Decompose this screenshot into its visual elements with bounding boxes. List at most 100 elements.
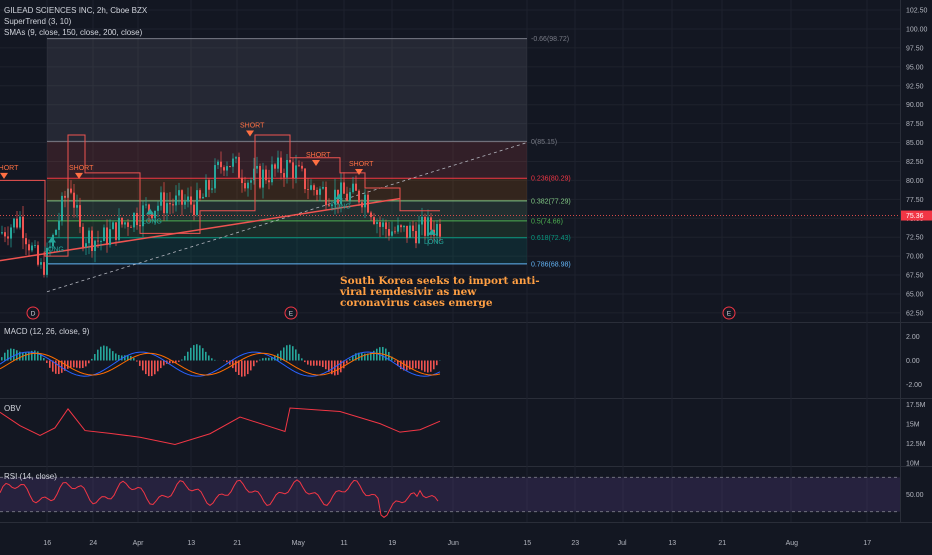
macd-histogram-bar (298, 354, 300, 361)
candle-body (304, 169, 306, 189)
candle-body (82, 227, 84, 247)
candle-body (214, 165, 216, 188)
candle-body (298, 165, 300, 166)
macd-histogram-bar (316, 361, 318, 366)
macd-histogram-bar (199, 345, 201, 360)
macd-histogram-bar (208, 355, 210, 360)
macd-histogram-bar (319, 361, 321, 366)
time-axis-label: Jun (448, 540, 459, 547)
obv-tick-label: 10M (906, 460, 920, 467)
candle-body (100, 241, 102, 242)
rsi-legend[interactable]: RSI (14, close) (4, 472, 57, 481)
fib-level-label: 0.382(77.29) (531, 198, 571, 205)
macd-histogram-bar (79, 361, 81, 369)
candle-body (319, 189, 321, 195)
macd-histogram-bar (268, 358, 270, 361)
time-axis-label: 21 (233, 540, 241, 547)
candle-body (274, 164, 276, 168)
time-axis-label: 16 (43, 540, 51, 547)
smas-legend[interactable]: SMAs (9, close, 150, close, 200, close) (4, 28, 142, 38)
price-tick-label: 70.00 (906, 254, 924, 261)
macd-histogram-bar (193, 345, 195, 360)
macd-histogram-bar (418, 361, 420, 369)
macd-histogram-bar (376, 349, 378, 361)
short-signal-label: SHORT (349, 161, 374, 168)
macd-histogram-bar (163, 361, 165, 366)
macd-histogram-bar (262, 358, 264, 360)
candle-body (127, 222, 129, 227)
macd-histogram-bar (214, 360, 216, 361)
candle-body (22, 217, 24, 238)
candle-body (4, 232, 6, 236)
macd-histogram-bar (178, 361, 180, 362)
candle-body (124, 222, 126, 224)
macd-histogram-bar (322, 361, 324, 368)
candle-body (37, 245, 39, 265)
macd-histogram-bar (112, 351, 114, 360)
macd-histogram-bar (196, 344, 198, 360)
candle-body (340, 182, 342, 203)
short-signal-label: SHORT (69, 165, 94, 172)
candle-body (271, 164, 273, 182)
macd-histogram-bar (94, 354, 96, 360)
time-axis-label: 13 (668, 540, 676, 547)
macd-histogram-bar (346, 361, 348, 364)
macd-histogram-bar (139, 361, 141, 366)
macd-histogram-bar (241, 361, 243, 377)
candle-body (94, 241, 96, 251)
macd-histogram-bar (421, 361, 423, 371)
supertrend-legend[interactable]: SuperTrend (3, 10) (4, 17, 71, 27)
candle-body (43, 262, 45, 275)
macd-histogram-bar (313, 361, 315, 366)
macd-histogram-bar (310, 361, 312, 366)
fib-zone (47, 39, 527, 142)
macd-histogram-bar (4, 353, 6, 361)
macd-histogram-bar (211, 358, 213, 360)
candle-body (223, 167, 225, 170)
price-tick-label: 102.50 (906, 8, 928, 15)
price-tick-label: 95.00 (906, 64, 924, 71)
candle-body (79, 205, 81, 227)
macd-histogram-bar (433, 361, 435, 370)
candle-body (1, 232, 3, 233)
short-signal-label: SHORT (0, 165, 19, 172)
candle-body (358, 191, 360, 203)
candle-body (412, 226, 414, 231)
macd-histogram-bar (238, 361, 240, 375)
candle-body (301, 166, 303, 169)
obv-legend[interactable]: OBV (4, 404, 21, 413)
long-signal-label: LONG (44, 247, 64, 254)
fib-level-label: 0.618(72.43) (531, 235, 571, 242)
macd-histogram-bar (190, 348, 192, 361)
candle-body (238, 157, 240, 178)
macd-histogram-bar (10, 349, 12, 361)
time-axis-label: 21 (718, 540, 726, 547)
candle-body (334, 190, 336, 205)
symbol-title[interactable]: GILEAD SCIENCES INC, 2h, Cboe BZX (4, 6, 147, 16)
macd-tick-label: 0.00 (906, 358, 920, 365)
candle-body (325, 187, 327, 205)
macd-histogram-bar (253, 361, 255, 367)
candle-body (190, 196, 192, 204)
price-tick-label: 72.50 (906, 235, 924, 242)
short-signal-arrow (0, 173, 8, 179)
macd-histogram-bar (235, 361, 237, 372)
macd-histogram-bar (304, 361, 306, 363)
candle-body (307, 189, 309, 190)
fib-level-label: -0.66(98.72) (531, 36, 569, 43)
candle-body (154, 211, 156, 218)
candle-body (181, 190, 183, 205)
macd-histogram-bar (205, 352, 207, 361)
macd-histogram-bar (145, 361, 147, 375)
macd-legend[interactable]: MACD (12, 26, close, 9) (4, 327, 89, 336)
macd-histogram-bar (28, 352, 30, 361)
candle-body (430, 217, 432, 229)
macd-histogram-bar (151, 361, 153, 377)
event-marker-label: D (31, 311, 36, 318)
candle-body (256, 166, 258, 169)
candle-body (145, 204, 147, 205)
macd-histogram-bar (82, 361, 84, 368)
price-tick-label: 97.50 (906, 45, 924, 52)
macd-histogram-bar (133, 358, 135, 360)
fib-level-label: 0(85.15) (531, 139, 557, 146)
